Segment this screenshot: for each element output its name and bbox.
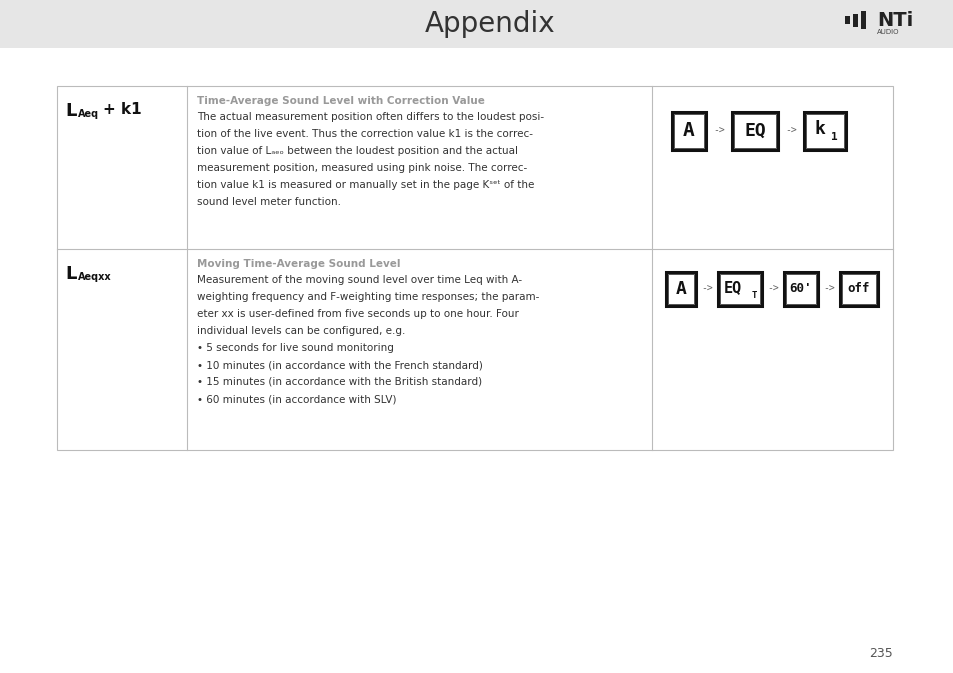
Text: • 60 minutes (in accordance with SLV): • 60 minutes (in accordance with SLV)	[196, 394, 396, 404]
Text: + k1: + k1	[103, 102, 141, 117]
Bar	[673, 114, 703, 148]
Bar	[718, 272, 761, 306]
Text: • 10 minutes (in accordance with the French standard): • 10 minutes (in accordance with the Fre…	[196, 360, 482, 370]
Text: off: off	[847, 283, 869, 295]
Bar	[671, 112, 705, 150]
Bar	[783, 272, 817, 306]
Bar	[0, 0, 953, 48]
Bar	[844, 16, 849, 24]
Bar	[733, 114, 775, 148]
Text: T: T	[751, 291, 756, 301]
Text: Aeq: Aeq	[78, 109, 99, 119]
Bar	[57, 86, 892, 450]
Bar	[667, 274, 693, 304]
Bar	[803, 112, 845, 150]
Bar	[731, 112, 778, 150]
Text: The actual measurement position often differs to the loudest posi-: The actual measurement position often di…	[196, 112, 543, 122]
Text: NTi: NTi	[876, 11, 912, 30]
Text: L: L	[65, 102, 76, 120]
Text: tion value k1 is measured or manually set in the page Kˢᵉᵗ of the: tion value k1 is measured or manually se…	[196, 180, 534, 190]
Text: tion value of Lₐₑₒ between the loudest position and the actual: tion value of Lₐₑₒ between the loudest p…	[196, 146, 517, 156]
Text: k: k	[814, 120, 824, 138]
Text: A: A	[682, 122, 694, 141]
Text: individual levels can be configured, e.g.: individual levels can be configured, e.g…	[196, 326, 405, 336]
Text: ->: ->	[766, 284, 778, 294]
Text: L: L	[65, 265, 76, 283]
Text: ->: ->	[713, 126, 724, 136]
Text: • 15 minutes (in accordance with the British standard): • 15 minutes (in accordance with the Bri…	[196, 377, 481, 387]
Text: tion of the live event. Thus the correction value k1 is the correc-: tion of the live event. Thus the correct…	[196, 129, 533, 139]
Text: Appendix: Appendix	[424, 10, 555, 38]
Text: sound level meter function.: sound level meter function.	[196, 197, 340, 207]
Text: 1: 1	[830, 132, 837, 142]
Text: • 5 seconds for live sound monitoring: • 5 seconds for live sound monitoring	[196, 343, 394, 353]
Text: ->: ->	[784, 126, 796, 136]
Text: eter xx is user-defined from five seconds up to one hour. Four: eter xx is user-defined from five second…	[196, 309, 518, 319]
Bar	[720, 274, 760, 304]
Text: EQ: EQ	[723, 281, 741, 295]
Bar	[805, 114, 843, 148]
Text: ->: ->	[700, 284, 712, 294]
Bar	[840, 272, 877, 306]
Text: AUDIO: AUDIO	[876, 29, 899, 35]
Bar	[852, 14, 857, 27]
Bar	[785, 274, 815, 304]
Text: A: A	[675, 280, 686, 298]
Text: measurement position, measured using pink noise. The correc-: measurement position, measured using pin…	[196, 163, 527, 173]
Text: Time-Average Sound Level with Correction Value: Time-Average Sound Level with Correction…	[196, 96, 484, 106]
Bar	[841, 274, 875, 304]
Text: Measurement of the moving sound level over time Leq with A-: Measurement of the moving sound level ov…	[196, 275, 521, 285]
Bar	[665, 272, 696, 306]
Text: Moving Time-Average Sound Level: Moving Time-Average Sound Level	[196, 259, 400, 269]
Bar	[861, 11, 865, 29]
Text: 60': 60'	[789, 283, 811, 295]
Text: ->: ->	[822, 284, 834, 294]
Text: EQ: EQ	[743, 122, 765, 140]
Text: Aeqxx: Aeqxx	[78, 272, 112, 282]
Text: weighting frequency and F-weighting time responses; the param-: weighting frequency and F-weighting time…	[196, 292, 538, 302]
Text: 235: 235	[868, 647, 892, 660]
